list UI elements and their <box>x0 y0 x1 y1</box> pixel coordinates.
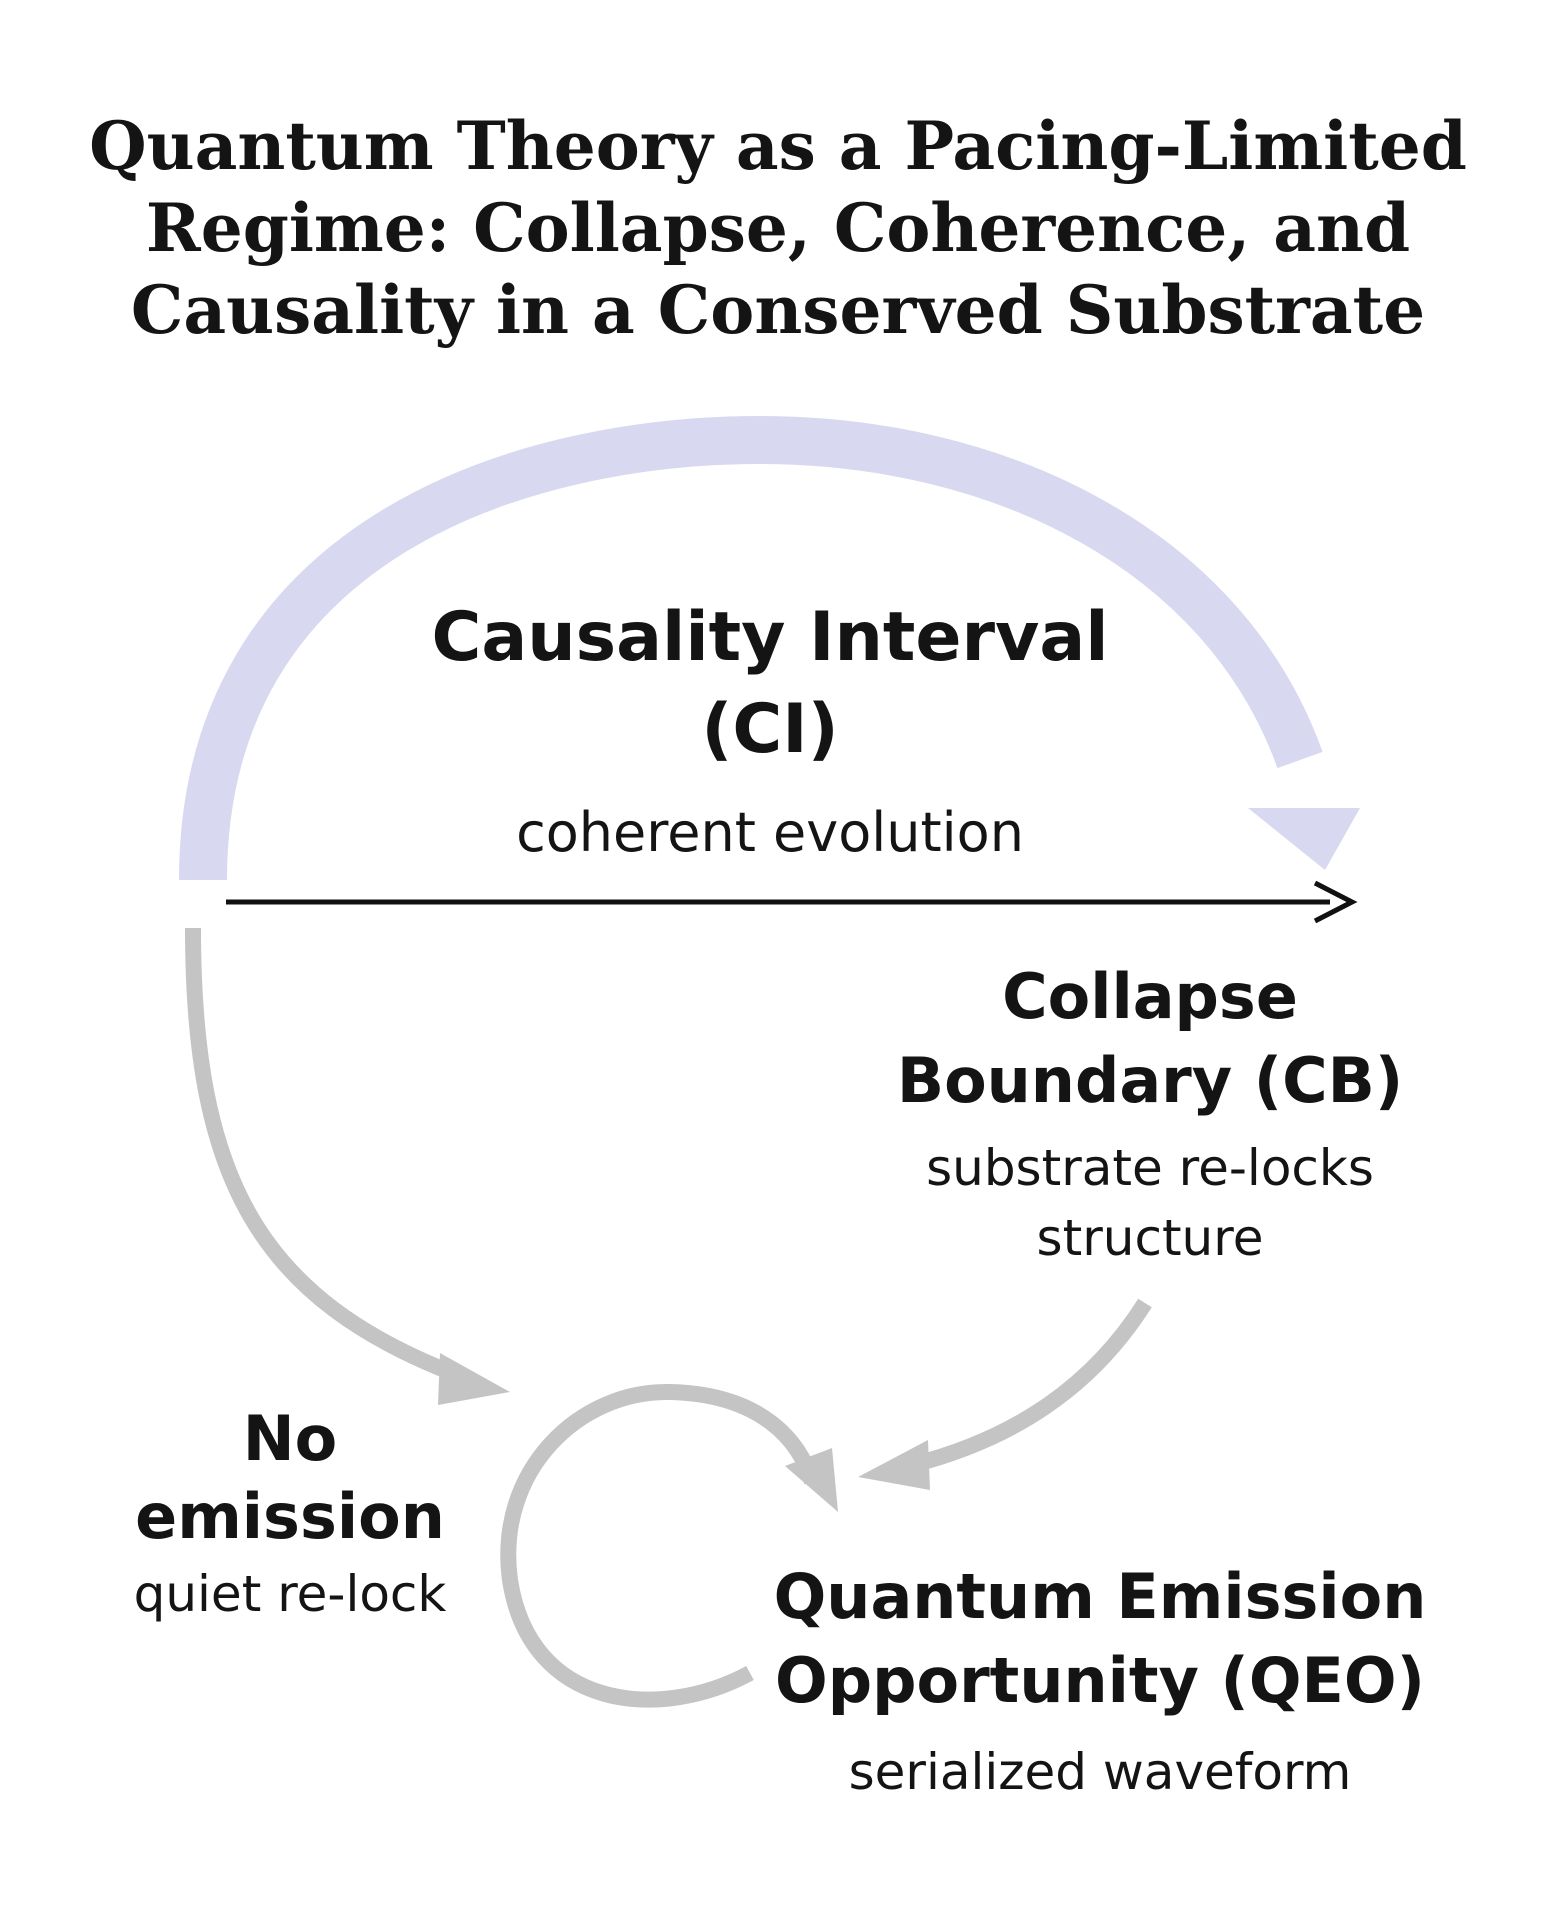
collapse-boundary-name-1: Collapse <box>1002 960 1298 1033</box>
no-emission-arrowhead <box>438 1353 510 1405</box>
collapse-to-qeo-arrow <box>910 1298 1152 1473</box>
qeo-name-2: Opportunity (QEO) <box>775 1644 1425 1717</box>
no-emission-description: quiet re-lock <box>133 1565 447 1623</box>
causality-interval-name-2: (CI) <box>701 690 839 769</box>
qeo-description: serialized waveform <box>848 1743 1352 1801</box>
collapse-boundary-description-2: structure <box>1036 1209 1264 1267</box>
qeo-loop <box>500 1383 820 1708</box>
collapse-boundary-node: Collapse Boundary (CB) substrate re-lock… <box>870 955 1430 1273</box>
title-line-3: Causality in a Conserved Substrate <box>130 271 1426 349</box>
collapse-boundary-name-2: Boundary (CB) <box>896 1044 1404 1117</box>
collapse-to-qeo-arrowhead <box>858 1440 930 1490</box>
no-emission-node: No emission quiet re-lock <box>60 1400 520 1626</box>
no-emission-arrow <box>185 927 463 1384</box>
qeo-node: Quantum Emission Opportunity (QEO) seria… <box>740 1555 1460 1805</box>
causality-interval-name-1: Causality Interval <box>431 598 1109 677</box>
diagram-title: Quantum Theory as a Pacing-Limited Regim… <box>60 105 1496 351</box>
no-emission-name-2: emission <box>135 1480 445 1553</box>
cycle-arc <box>179 415 1323 881</box>
title-line-2: Regime: Collapse, Coherence, and <box>145 189 1411 267</box>
qeo-loop-arrowhead <box>785 1448 838 1512</box>
collapse-boundary-description-1: substrate re-locks <box>926 1139 1374 1197</box>
timeline-arrowhead <box>1313 880 1358 924</box>
causality-interval-description: coherent evolution <box>516 801 1024 864</box>
no-emission-name-1: No <box>242 1402 338 1475</box>
cycle-arc-arrowhead <box>1248 808 1360 870</box>
title-line-1: Quantum Theory as a Pacing-Limited <box>89 107 1467 185</box>
qeo-name-1: Quantum Emission <box>773 1560 1427 1633</box>
causality-interval-node: Causality Interval (CI) coherent evoluti… <box>380 592 1160 868</box>
